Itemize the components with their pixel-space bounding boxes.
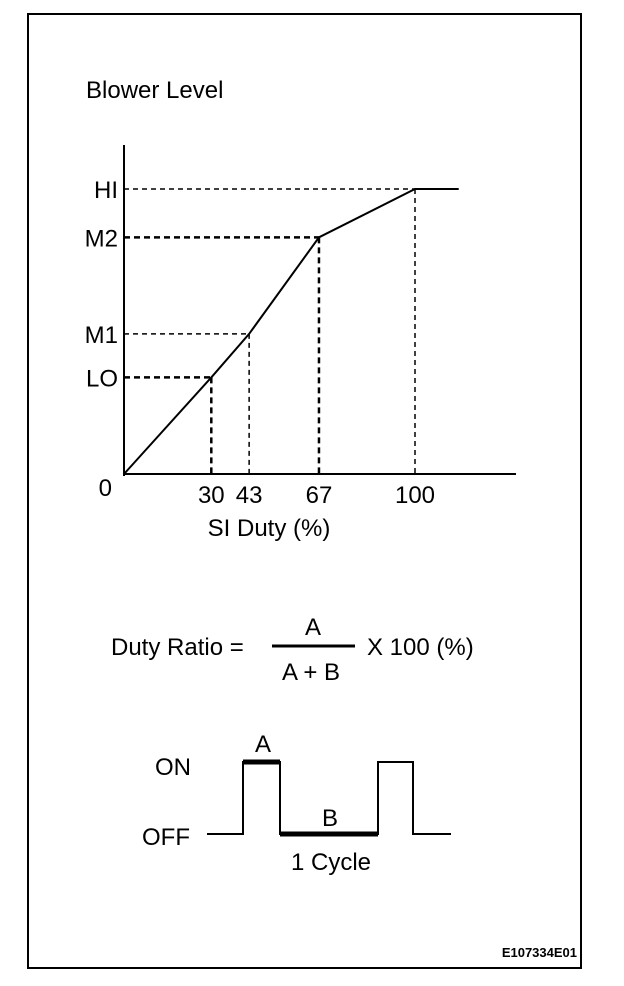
formula-denominator: A + B — [282, 659, 340, 686]
b-label: B — [322, 805, 338, 832]
x-tick-labels: 30 43 67 100 — [198, 482, 435, 509]
pulse-waveform: ON OFF A B 1 Cycle — [142, 731, 451, 876]
cycle-label: 1 Cycle — [291, 849, 371, 876]
blower-chart: Blower Level 0 LO M1 M2 HI 30 43 67 100 SI Dut… — [85, 77, 516, 542]
x-tick-30: 30 — [198, 482, 225, 509]
y-tick-hi: HI — [94, 177, 118, 204]
a-label: A — [255, 731, 271, 758]
y-tick-lo: LO — [86, 365, 118, 392]
off-label: OFF — [142, 824, 190, 851]
duty-ratio-formula: Duty Ratio = A A + B X 100 (%) — [111, 614, 474, 686]
on-label: ON — [155, 754, 191, 781]
y-tick-m2: M2 — [85, 225, 118, 252]
chart-title: Blower Level — [86, 77, 223, 104]
figure-frame — [27, 13, 582, 969]
origin-label: 0 — [99, 475, 112, 502]
x-axis-label: SI Duty (%) — [208, 515, 331, 542]
x-tick-67: 67 — [306, 482, 333, 509]
x-tick-100: 100 — [395, 482, 435, 509]
series-lines — [123, 188, 459, 475]
guide-lines — [124, 188, 416, 474]
blower-level-line — [123, 188, 459, 475]
y-tick-labels: LO M1 M2 HI — [85, 177, 118, 392]
formula-right: X 100 (%) — [367, 634, 474, 661]
y-tick-m1: M1 — [85, 322, 118, 349]
x-tick-43: 43 — [236, 482, 263, 509]
formula-numerator: A — [305, 614, 321, 641]
formula-left: Duty Ratio = — [111, 634, 244, 661]
figure-code: E107334E01 — [502, 945, 577, 960]
